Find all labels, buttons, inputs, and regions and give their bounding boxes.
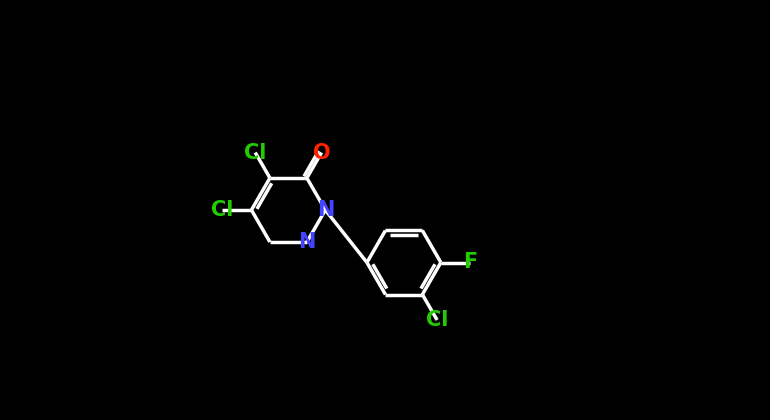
Text: F: F [463,252,477,273]
Text: N: N [316,200,334,220]
Text: O: O [313,142,330,163]
Text: Cl: Cl [244,142,266,163]
Text: Cl: Cl [211,200,233,220]
Text: Cl: Cl [426,310,448,330]
Text: N: N [298,232,316,252]
